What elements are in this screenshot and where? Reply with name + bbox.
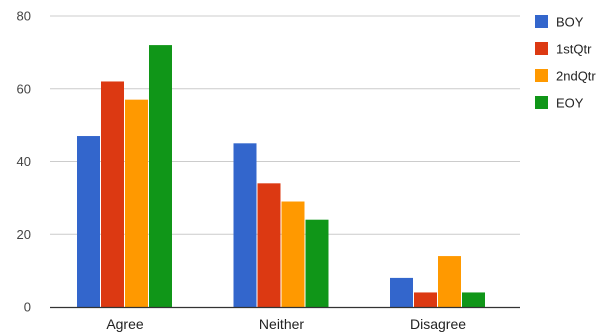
bar-eoy-disagree	[462, 292, 485, 307]
bar-boy-disagree	[390, 277, 413, 307]
x-category-label: Agree	[106, 316, 144, 332]
bar-1stqtr-disagree	[414, 292, 437, 307]
bar-2ndqtr-neither	[281, 201, 305, 307]
legend: BOY 1stQtr 2ndQtr EOY	[535, 15, 596, 111]
bar-eoy-agree	[149, 45, 172, 307]
bars	[77, 45, 485, 307]
legend-swatch-boy	[535, 15, 548, 28]
x-category-label: Disagree	[410, 316, 466, 332]
bar-2ndqtr-agree	[125, 99, 148, 307]
bar-boy-agree	[77, 136, 100, 307]
y-tick-label: 20	[17, 227, 31, 242]
legend-swatch-1stqtr	[535, 42, 548, 55]
bar-eoy-neither	[305, 219, 329, 307]
legend-label-2ndqtr: 2ndQtr	[556, 69, 596, 84]
y-axis-ticks: 0 20 40 60 80	[17, 9, 31, 315]
x-category-label: Neither	[259, 316, 304, 332]
legend-label-eoy: EOY	[556, 96, 584, 111]
legend-swatch-eoy	[535, 96, 548, 109]
bar-1stqtr-agree	[101, 81, 124, 307]
y-tick-label: 40	[17, 154, 31, 169]
y-tick-label: 60	[17, 81, 31, 96]
y-tick-label: 0	[24, 300, 31, 315]
bar-boy-neither	[233, 143, 257, 307]
bar-1stqtr-neither	[257, 183, 281, 307]
y-tick-label: 80	[17, 9, 31, 24]
bar-2ndqtr-disagree	[438, 256, 461, 307]
legend-label-1stqtr: 1stQtr	[556, 42, 592, 57]
legend-label-boy: BOY	[556, 15, 584, 30]
x-axis-categories: Agree Neither Disagree	[106, 316, 466, 332]
legend-swatch-2ndqtr	[535, 69, 548, 82]
